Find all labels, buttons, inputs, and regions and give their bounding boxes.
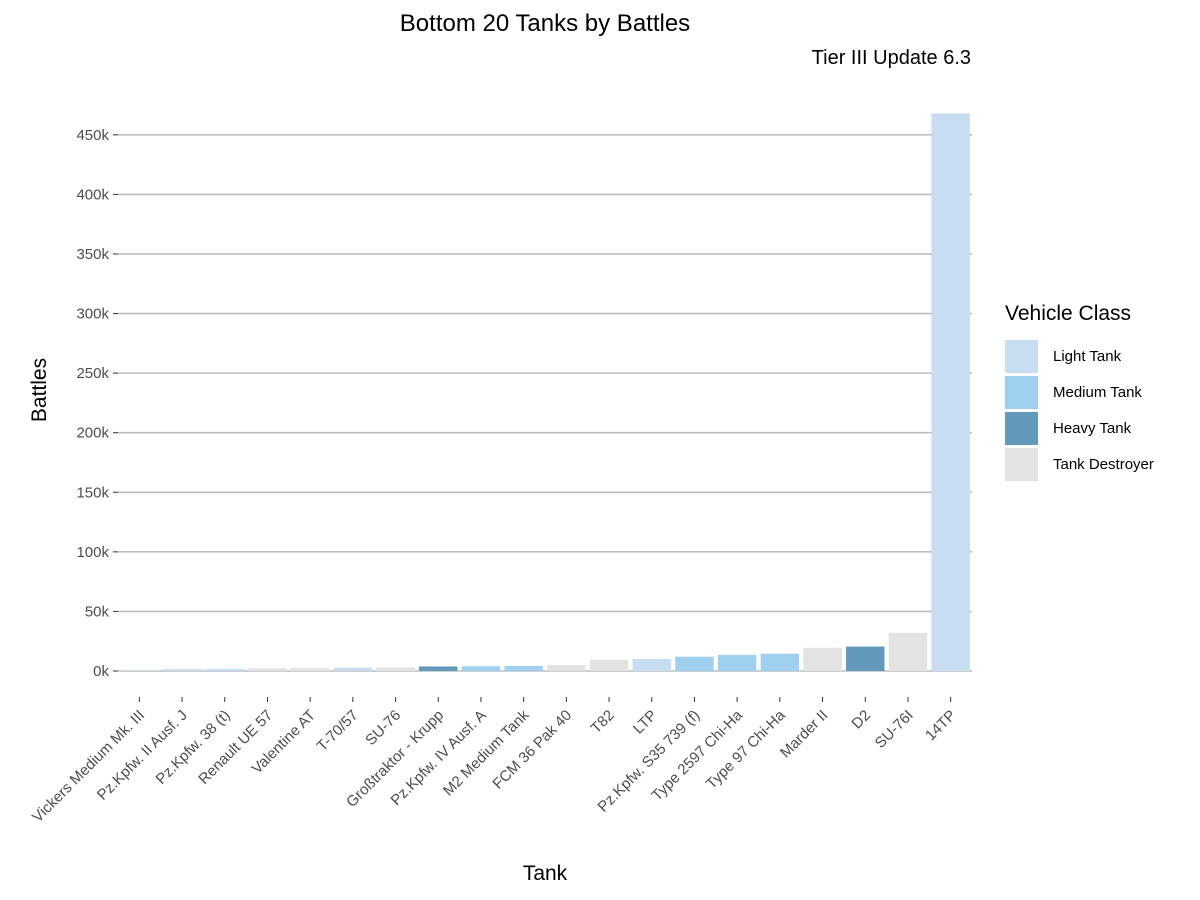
bar: [333, 667, 373, 671]
x-tick-label: LTP: [630, 707, 661, 738]
gridlines: [118, 134, 972, 672]
chart-subtitle: Tier III Update 6.3: [811, 47, 971, 69]
y-axis-label: Battles: [28, 357, 51, 423]
bar: [248, 668, 287, 671]
legend-swatch: [1005, 339, 1038, 373]
bar: [632, 659, 671, 671]
y-tick-label: 350k: [76, 246, 109, 263]
legend-swatch: [1005, 411, 1038, 445]
legend-item: Light Tank: [1005, 338, 1154, 374]
y-tick-label: 100k: [76, 544, 109, 561]
legend: Vehicle Class Light Tank Medium Tank Heavy…: [1005, 302, 1154, 482]
bar: [162, 669, 202, 671]
bar: [888, 632, 928, 671]
x-tick-label: SU-76I: [872, 707, 917, 752]
bar: [205, 668, 244, 671]
bar: [547, 665, 586, 671]
legend-item: Medium Tank: [1005, 374, 1154, 410]
bar: [931, 113, 970, 671]
bar: [846, 646, 885, 671]
bar: [589, 659, 629, 671]
legend-swatch: [1005, 375, 1038, 409]
y-tick-label: 300k: [76, 306, 109, 323]
bar: [290, 668, 330, 671]
legend-item: Tank Destroyer: [1005, 446, 1154, 482]
x-tick-label: FCM 36 Pak 40: [489, 707, 575, 793]
x-tick-label: Pz.Kpfw. 38 (t): [153, 707, 234, 788]
legend-label: Heavy Tank: [1053, 419, 1132, 437]
bar: [803, 647, 842, 671]
y-tick-label: 250k: [76, 365, 109, 382]
y-tick-label: 400k: [76, 186, 109, 203]
y-tick-label: 450k: [76, 127, 109, 144]
x-tick-label: Marder II: [777, 707, 831, 761]
legend-label: Tank Destroyer: [1053, 455, 1154, 473]
bar: [461, 666, 501, 671]
bar: [419, 666, 458, 671]
bar: [120, 670, 159, 671]
y-tick-label: 0k: [93, 663, 109, 680]
x-tick-label: 14TP: [922, 707, 959, 744]
legend-item: Heavy Tank: [1005, 410, 1154, 446]
x-axis-label: Tank: [522, 862, 568, 885]
y-tick-label: 50k: [85, 603, 110, 620]
bar: [376, 667, 415, 671]
legend-label: Light Tank: [1053, 347, 1122, 365]
legend-label: Medium Tank: [1053, 383, 1142, 401]
bar: [760, 653, 800, 671]
bar: [675, 656, 714, 671]
legend-items: Light Tank Medium Tank Heavy Tank Tank Dest…: [1005, 338, 1154, 482]
bar: [504, 665, 543, 671]
legend-title: Vehicle Class: [1005, 302, 1132, 325]
y-tick-label: 200k: [76, 425, 109, 442]
bar: [717, 654, 757, 671]
y-tick-label: 150k: [76, 484, 109, 501]
x-tick-label: Renault UE 57: [195, 707, 276, 788]
legend-swatch: [1005, 447, 1038, 481]
chart-title: Bottom 20 Tanks by Battles: [399, 10, 691, 37]
y-axis-ticks: 0k 50k 100k 150k 200k 250k 300k 350k 400k 450k: [76, 127, 118, 680]
x-tick-label: D2: [848, 707, 874, 733]
x-tick-label: T-70/57: [314, 707, 362, 755]
bars: [120, 113, 970, 671]
x-tick-label: T82: [588, 707, 618, 737]
